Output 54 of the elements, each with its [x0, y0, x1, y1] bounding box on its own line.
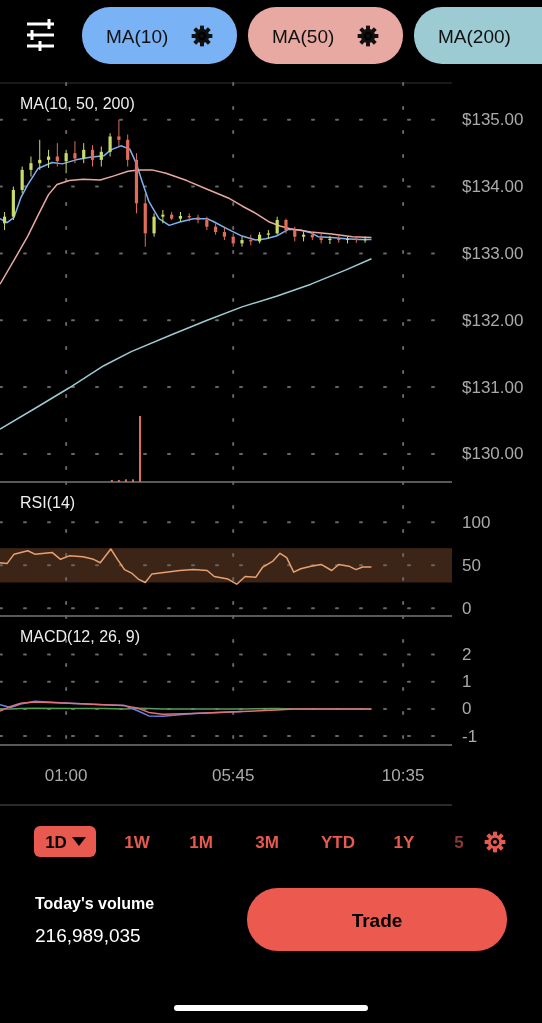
text: RSI(14)	[20, 493, 76, 511]
candlestick	[152, 212, 156, 238]
x-tick-label: 01:00	[44, 765, 88, 785]
text: 3M	[255, 832, 279, 852]
candlestick	[64, 149, 68, 174]
line-series	[0, 548, 373, 585]
text: 216,989,035	[35, 924, 141, 946]
text: 1M	[189, 832, 213, 852]
text: MA(10)	[106, 25, 169, 47]
line-series	[0, 701, 373, 716]
text: MACD(12, 26, 9)	[20, 627, 141, 645]
candlestick	[108, 132, 112, 158]
text: 5	[454, 832, 464, 852]
candlestick	[29, 156, 33, 178]
text: YTD	[321, 832, 355, 852]
candlestick	[363, 236, 367, 244]
candlestick	[161, 209, 165, 224]
y-tick-label: 0	[462, 699, 472, 719]
y-tick-label: -1	[462, 726, 478, 746]
y-tick-label: $130.00	[462, 444, 524, 464]
y-tick-label: 2	[462, 645, 472, 665]
candlestick	[126, 133, 130, 168]
y-tick-label: 0	[462, 598, 472, 618]
text: MA(50)	[272, 25, 335, 47]
candlestick	[90, 144, 95, 168]
y-tick-label: $131.00	[462, 377, 524, 397]
y-tick-label: 1	[462, 672, 472, 692]
candlestick	[73, 140, 77, 164]
y-tick-label: $135.00	[462, 110, 524, 130]
line-series	[0, 169, 373, 285]
candlestick	[20, 166, 24, 194]
y-tick-label: $132.00	[462, 310, 524, 330]
x-tick-label: 05:45	[211, 765, 255, 785]
candlestick	[240, 236, 244, 248]
text: Today's volume	[35, 894, 155, 912]
text: 1W	[124, 832, 151, 852]
candlestick	[275, 216, 279, 236]
text: 1D	[45, 832, 67, 852]
candlestick	[319, 232, 323, 244]
y-tick-label: $133.00	[462, 243, 524, 263]
candlestick	[196, 214, 200, 224]
text: 1Y	[393, 832, 416, 852]
x-tick-label: 10:35	[381, 765, 425, 785]
text: Trade	[351, 909, 403, 931]
text: MA(200)	[438, 25, 511, 47]
text: MA(10, 50, 200)	[20, 94, 135, 112]
y-tick-label: $134.00	[462, 177, 524, 197]
candlestick	[82, 142, 86, 164]
y-tick-label: 50	[462, 555, 481, 575]
y-tick-label: 100	[462, 512, 491, 532]
candlestick	[117, 119, 121, 147]
candlestick	[328, 235, 332, 245]
line-series	[0, 258, 373, 430]
candlestick	[99, 145, 103, 168]
